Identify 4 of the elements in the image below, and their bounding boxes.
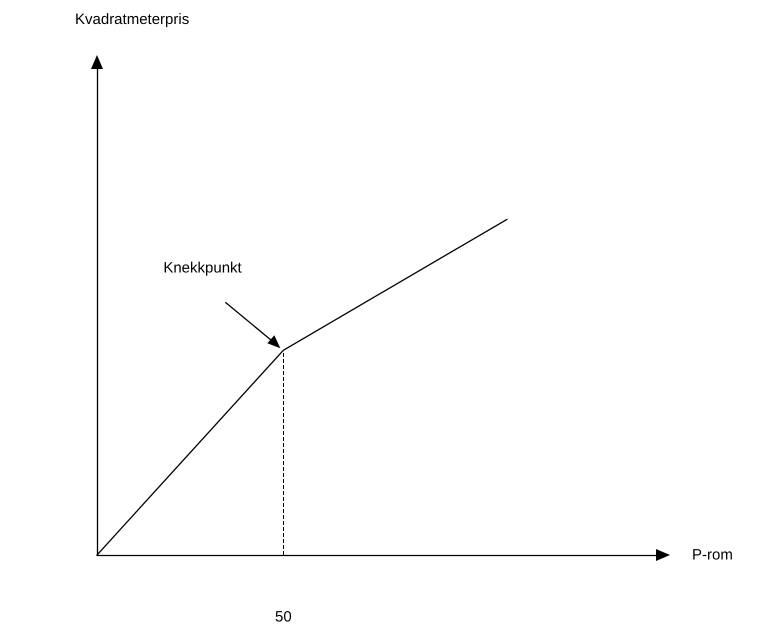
x-axis-title: P-rom	[692, 546, 733, 564]
text: 50	[274, 608, 292, 626]
text: Kvadratmeterpris	[75, 11, 190, 28]
annotation: Knekkpunkt	[163, 259, 243, 276]
